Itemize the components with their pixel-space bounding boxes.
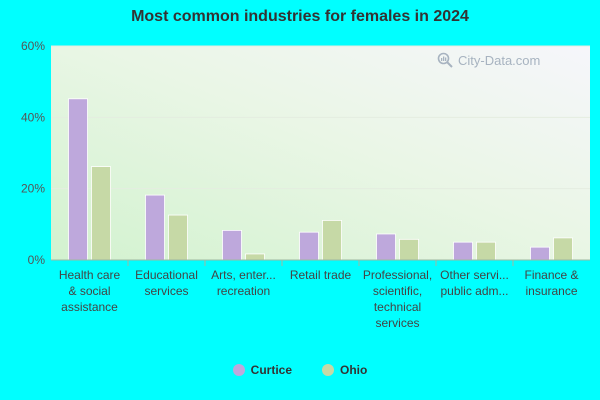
y-tick-label: 20% (21, 182, 45, 196)
x-tick-label: Educational services (135, 268, 198, 298)
legend-item-ohio[interactable]: Ohio (322, 363, 367, 377)
y-tick-label: 60% (21, 39, 45, 53)
watermark: City-Data.com (437, 52, 540, 68)
bar-curtice[interactable] (222, 229, 242, 261)
x-tick-label: Health care & social assistance (59, 268, 121, 314)
bar-ohio[interactable] (399, 238, 419, 261)
x-tick-label: Retail trade (290, 268, 352, 282)
x-tick-label: Arts, enter... recreation (211, 268, 276, 298)
bar-ohio[interactable] (476, 241, 496, 261)
bar-ohio[interactable] (553, 237, 573, 261)
bar-curtice[interactable] (530, 246, 550, 261)
bar-curtice[interactable] (453, 241, 473, 261)
chart-title: Most common industries for females in 20… (131, 8, 469, 25)
plot-area (51, 46, 590, 260)
legend-swatch-ohio (322, 364, 334, 376)
bar-ohio[interactable] (91, 166, 111, 261)
bar-ohio[interactable] (245, 253, 265, 261)
x-tick-label: Finance & insurance (524, 268, 578, 298)
y-tick-label: 0% (28, 253, 46, 267)
x-tick-label: Professional, scientific, technical service… (363, 268, 432, 330)
legend-label-ohio: Ohio (340, 363, 368, 377)
bar-curtice[interactable] (376, 233, 396, 261)
bar-ohio[interactable] (322, 220, 342, 261)
bar-curtice[interactable] (145, 194, 165, 261)
bar-ohio[interactable] (168, 214, 188, 261)
bar-curtice[interactable] (68, 98, 88, 261)
x-tick-label: Other servi... public adm... (440, 268, 509, 298)
y-tick-label: 40% (21, 110, 45, 124)
legend-swatch-curtice (232, 364, 245, 376)
legend-item-curtice[interactable]: Curtice (232, 363, 292, 377)
legend: Curtice Ohio (0, 363, 600, 377)
watermark-text: City-Data.com (458, 52, 541, 68)
legend-label-curtice: Curtice (250, 363, 292, 377)
bar-curtice[interactable] (299, 231, 319, 261)
magnifier-chart-icon (437, 52, 453, 68)
